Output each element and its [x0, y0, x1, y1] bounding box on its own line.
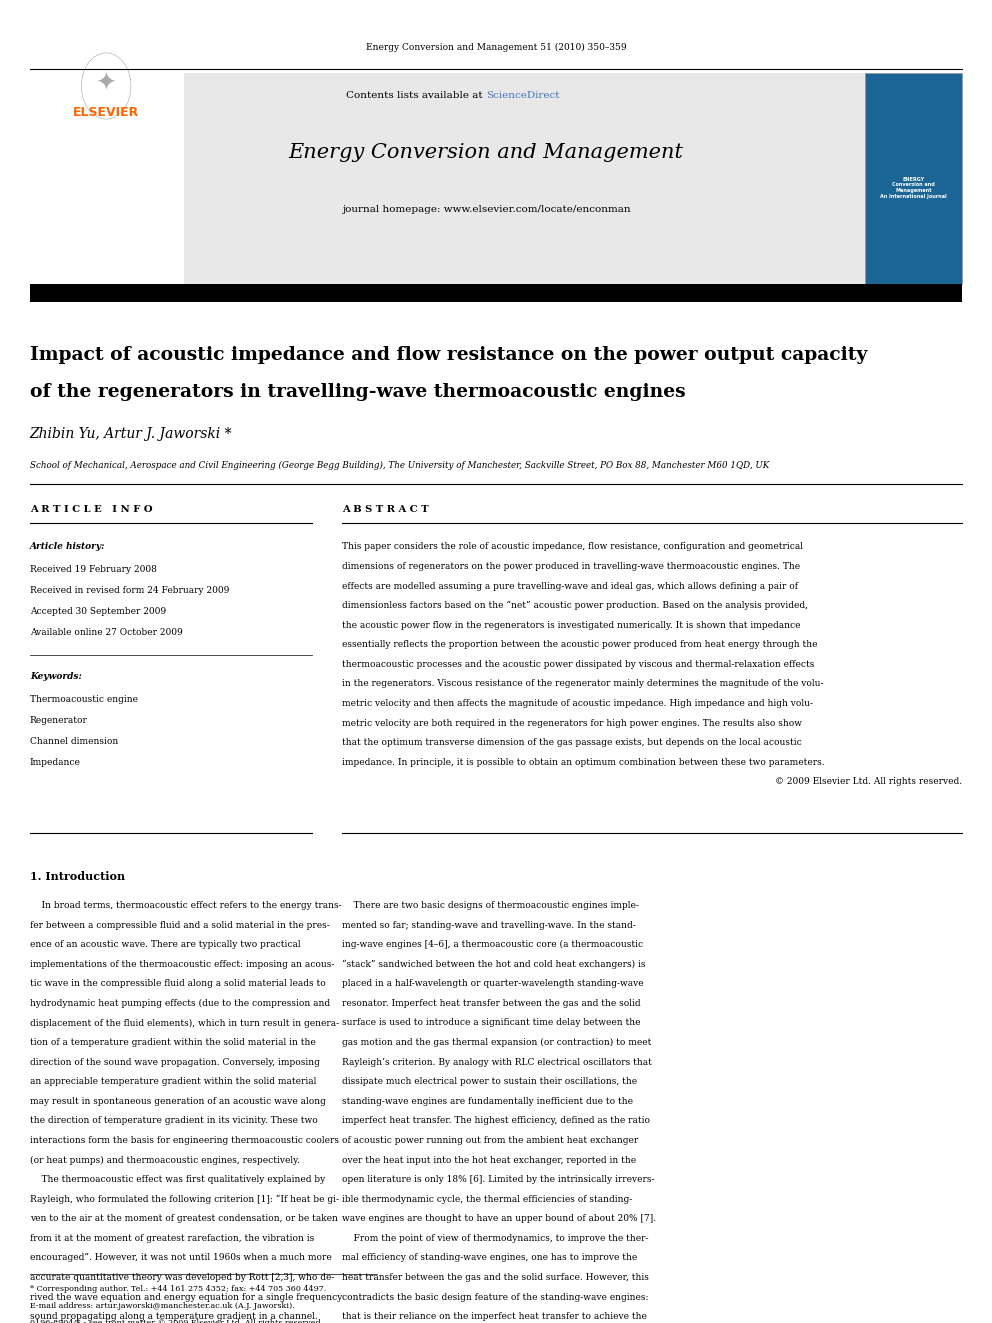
Text: “stack” sandwiched between the hot and cold heat exchangers) is: “stack” sandwiched between the hot and c… [342, 959, 646, 968]
Text: that is their reliance on the imperfect heat transfer to achieve the: that is their reliance on the imperfect … [342, 1312, 647, 1322]
Text: Contents lists available at: Contents lists available at [346, 91, 486, 99]
Text: surface is used to introduce a significant time delay between the: surface is used to introduce a significa… [342, 1019, 641, 1028]
Text: an appreciable temperature gradient within the solid material: an appreciable temperature gradient with… [30, 1077, 316, 1086]
Text: Impedance: Impedance [30, 758, 80, 767]
Text: in the regenerators. Viscous resistance of the regenerator mainly determines the: in the regenerators. Viscous resistance … [342, 680, 823, 688]
Text: standing-wave engines are fundamentally inefficient due to the: standing-wave engines are fundamentally … [342, 1097, 633, 1106]
Text: Accepted 30 September 2009: Accepted 30 September 2009 [30, 607, 166, 617]
Text: of the regenerators in travelling-wave thermoacoustic engines: of the regenerators in travelling-wave t… [30, 382, 685, 401]
Text: E-mail address: artur.jaworski@manchester.ac.uk (A.J. Jaworski).: E-mail address: artur.jaworski@mancheste… [30, 1302, 295, 1310]
Text: Thermoacoustic engine: Thermoacoustic engine [30, 695, 138, 704]
Text: journal homepage: www.elsevier.com/locate/enconman: journal homepage: www.elsevier.com/locat… [342, 205, 630, 213]
Text: The thermoacoustic effect was first qualitatively explained by: The thermoacoustic effect was first qual… [30, 1175, 325, 1184]
Text: A R T I C L E   I N F O: A R T I C L E I N F O [30, 505, 152, 513]
Text: ScienceDirect: ScienceDirect [486, 91, 559, 99]
Text: ELSEVIER: ELSEVIER [73, 106, 139, 119]
Text: Energy Conversion and Management 51 (2010) 350–359: Energy Conversion and Management 51 (201… [366, 44, 626, 52]
Text: direction of the sound wave propagation. Conversely, imposing: direction of the sound wave propagation.… [30, 1057, 319, 1066]
Text: ENERGY
Conversion and
Management
An International Journal: ENERGY Conversion and Management An Inte… [880, 177, 947, 198]
Text: ible thermodynamic cycle, the thermal efficiencies of standing-: ible thermodynamic cycle, the thermal ef… [342, 1195, 633, 1204]
Text: Regenerator: Regenerator [30, 716, 87, 725]
Text: over the heat input into the hot heat exchanger, reported in the: over the heat input into the hot heat ex… [342, 1155, 636, 1164]
Text: placed in a half-wavelength or quarter-wavelength standing-wave: placed in a half-wavelength or quarter-w… [342, 979, 644, 988]
Text: Channel dimension: Channel dimension [30, 737, 118, 746]
Text: accurate quantitative theory was developed by Rott [2,3], who de-: accurate quantitative theory was develop… [30, 1273, 334, 1282]
Text: impedance. In principle, it is possible to obtain an optimum combination between: impedance. In principle, it is possible … [342, 758, 825, 767]
Text: dimensions of regenerators on the power produced in travelling-wave thermoacoust: dimensions of regenerators on the power … [342, 562, 801, 572]
Text: School of Mechanical, Aerospace and Civil Engineering (George Begg Building), Th: School of Mechanical, Aerospace and Civi… [30, 462, 769, 470]
Text: Zhibin Yu, Artur J. Jaworski *: Zhibin Yu, Artur J. Jaworski * [30, 427, 232, 441]
Text: fer between a compressible fluid and a solid material in the pres-: fer between a compressible fluid and a s… [30, 921, 329, 930]
Text: Impact of acoustic impedance and flow resistance on the power output capacity: Impact of acoustic impedance and flow re… [30, 345, 867, 364]
Text: tion of a temperature gradient within the solid material in the: tion of a temperature gradient within th… [30, 1039, 315, 1046]
Text: contradicts the basic design feature of the standing-wave engines:: contradicts the basic design feature of … [342, 1293, 649, 1302]
Text: dissipate much electrical power to sustain their oscillations, the: dissipate much electrical power to susta… [342, 1077, 638, 1086]
Text: imperfect heat transfer. The highest efficiency, defined as the ratio: imperfect heat transfer. The highest eff… [342, 1117, 650, 1126]
Text: In broad terms, thermoacoustic effect refers to the energy trans-: In broad terms, thermoacoustic effect re… [30, 901, 341, 910]
Text: (or heat pumps) and thermoacoustic engines, respectively.: (or heat pumps) and thermoacoustic engin… [30, 1155, 300, 1164]
Text: Received 19 February 2008: Received 19 February 2008 [30, 565, 157, 574]
Text: effects are modelled assuming a pure travelling-wave and ideal gas, which allows: effects are modelled assuming a pure tra… [342, 582, 799, 590]
Text: Keywords:: Keywords: [30, 672, 81, 681]
Text: dimensionless factors based on the “net” acoustic power production. Based on the: dimensionless factors based on the “net”… [342, 601, 808, 610]
Text: encouraged”. However, it was not until 1960s when a much more: encouraged”. However, it was not until 1… [30, 1253, 331, 1262]
Text: hydrodynamic heat pumping effects (due to the compression and: hydrodynamic heat pumping effects (due t… [30, 999, 330, 1008]
Text: ence of an acoustic wave. There are typically two practical: ence of an acoustic wave. There are typi… [30, 941, 301, 949]
Text: heat transfer between the gas and the solid surface. However, this: heat transfer between the gas and the so… [342, 1273, 649, 1282]
Text: ven to the air at the moment of greatest condensation, or be taken: ven to the air at the moment of greatest… [30, 1215, 337, 1224]
Text: thermoacoustic processes and the acoustic power dissipated by viscous and therma: thermoacoustic processes and the acousti… [342, 660, 814, 669]
FancyBboxPatch shape [865, 73, 962, 284]
Text: mal efficiency of standing-wave engines, one has to improve the: mal efficiency of standing-wave engines,… [342, 1253, 638, 1262]
Text: gas motion and the gas thermal expansion (or contraction) to meet: gas motion and the gas thermal expansion… [342, 1039, 652, 1046]
Text: wave engines are thought to have an upper bound of about 20% [7].: wave engines are thought to have an uppe… [342, 1215, 657, 1224]
FancyBboxPatch shape [30, 73, 962, 284]
FancyBboxPatch shape [30, 284, 962, 302]
Text: ing-wave engines [4–6], a thermoacoustic core (a thermoacoustic: ing-wave engines [4–6], a thermoacoustic… [342, 941, 644, 949]
Text: Rayleigh, who formulated the following criterion [1]: “If heat be gi-: Rayleigh, who formulated the following c… [30, 1195, 338, 1204]
Text: essentially reflects the proportion between the acoustic power produced from hea: essentially reflects the proportion betw… [342, 640, 817, 650]
Text: Received in revised form 24 February 2009: Received in revised form 24 February 200… [30, 586, 229, 595]
Text: This paper considers the role of acoustic impedance, flow resistance, configurat: This paper considers the role of acousti… [342, 542, 804, 552]
Text: 0196-8904/$ - see front matter © 2009 Elsevier Ltd. All rights reserved.: 0196-8904/$ - see front matter © 2009 El… [30, 1319, 322, 1323]
Text: the direction of temperature gradient in its vicinity. These two: the direction of temperature gradient in… [30, 1117, 317, 1126]
Text: A B S T R A C T: A B S T R A C T [342, 505, 429, 513]
Text: implementations of the thermoacoustic effect: imposing an acous-: implementations of the thermoacoustic ef… [30, 959, 334, 968]
Text: Available online 27 October 2009: Available online 27 October 2009 [30, 628, 183, 638]
Text: open literature is only 18% [6]. Limited by the intrinsically irrevers-: open literature is only 18% [6]. Limited… [342, 1175, 655, 1184]
Text: metric velocity and then affects the magnitude of acoustic impedance. High imped: metric velocity and then affects the mag… [342, 699, 813, 708]
Text: the acoustic power flow in the regenerators is investigated numerically. It is s: the acoustic power flow in the regenerat… [342, 620, 801, 630]
Text: mented so far; standing-wave and travelling-wave. In the stand-: mented so far; standing-wave and travell… [342, 921, 636, 930]
FancyBboxPatch shape [30, 73, 184, 284]
Text: rived the wave equation and energy equation for a single frequency: rived the wave equation and energy equat… [30, 1293, 342, 1302]
Text: displacement of the fluid elements), which in turn result in genera-: displacement of the fluid elements), whi… [30, 1019, 339, 1028]
Text: that the optimum transverse dimension of the gas passage exists, but depends on : that the optimum transverse dimension of… [342, 738, 802, 747]
Text: ✦: ✦ [95, 71, 117, 95]
Text: metric velocity are both required in the regenerators for high power engines. Th: metric velocity are both required in the… [342, 718, 803, 728]
Text: resonator. Imperfect heat transfer between the gas and the solid: resonator. Imperfect heat transfer betwe… [342, 999, 641, 1008]
Text: tic wave in the compressible fluid along a solid material leads to: tic wave in the compressible fluid along… [30, 979, 325, 988]
Text: Article history:: Article history: [30, 542, 105, 552]
Text: © 2009 Elsevier Ltd. All rights reserved.: © 2009 Elsevier Ltd. All rights reserved… [775, 778, 962, 786]
Text: 1. Introduction: 1. Introduction [30, 871, 125, 881]
Text: from it at the moment of greatest rarefaction, the vibration is: from it at the moment of greatest rarefa… [30, 1234, 314, 1242]
Text: sound propagating along a temperature gradient in a channel.: sound propagating along a temperature gr… [30, 1312, 317, 1322]
Text: * Corresponding author. Tel.: +44 161 275 4352; fax: +44 705 360 4497.: * Corresponding author. Tel.: +44 161 27… [30, 1285, 326, 1293]
Text: may result in spontaneous generation of an acoustic wave along: may result in spontaneous generation of … [30, 1097, 325, 1106]
Text: There are two basic designs of thermoacoustic engines imple-: There are two basic designs of thermoaco… [342, 901, 639, 910]
Text: interactions form the basis for engineering thermoacoustic coolers: interactions form the basis for engineer… [30, 1136, 338, 1144]
Text: Rayleigh’s criterion. By analogy with RLC electrical oscillators that: Rayleigh’s criterion. By analogy with RL… [342, 1057, 652, 1066]
Text: Energy Conversion and Management: Energy Conversion and Management [289, 143, 683, 161]
Text: of acoustic power running out from the ambient heat exchanger: of acoustic power running out from the a… [342, 1136, 639, 1144]
Text: From the point of view of thermodynamics, to improve the ther-: From the point of view of thermodynamics… [342, 1234, 649, 1242]
